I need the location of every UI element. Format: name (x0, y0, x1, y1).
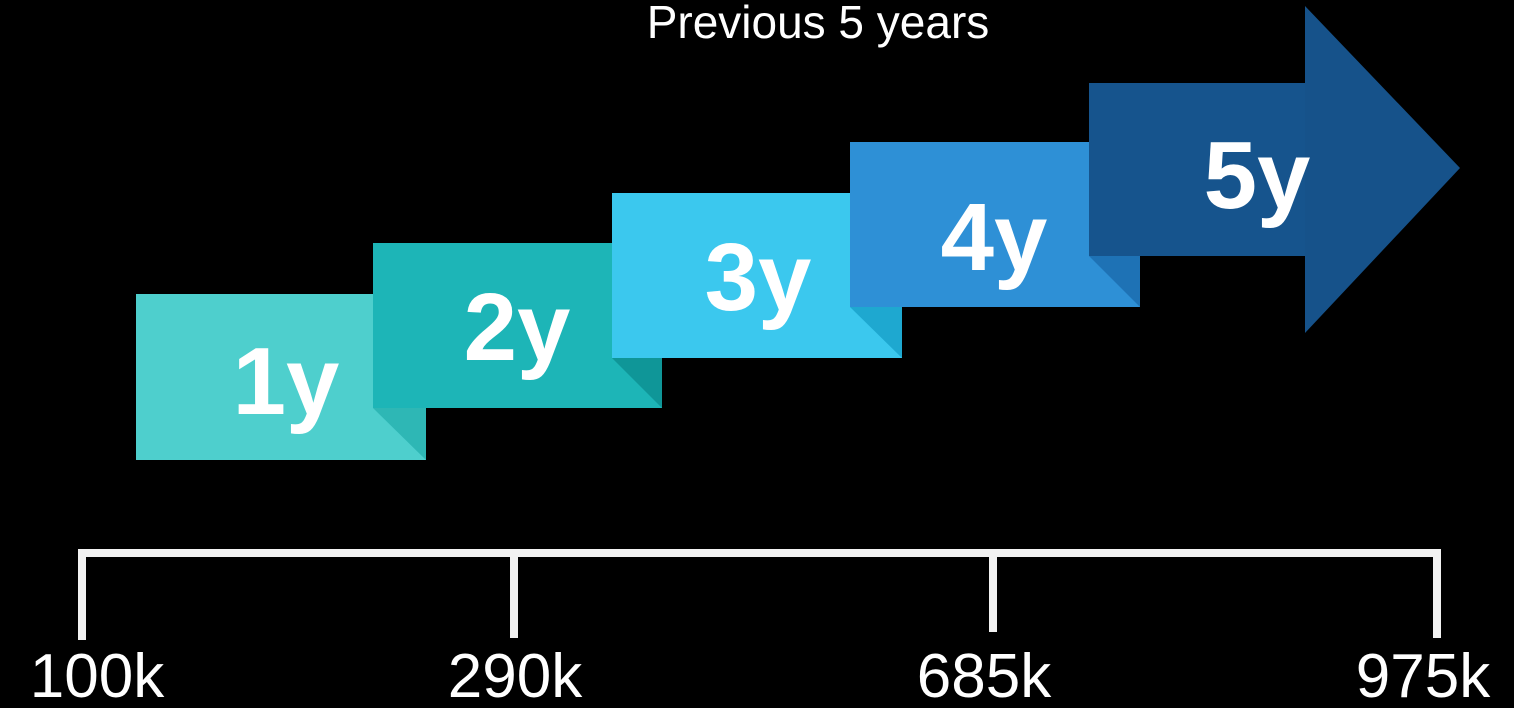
diagram-title: Previous 5 years (647, 0, 990, 48)
step-2y-label: 2y (464, 274, 571, 381)
step-5y: 5y (1089, 6, 1460, 333)
tick-label-4: 975k (1356, 642, 1491, 708)
tick-label-2: 290k (448, 642, 583, 708)
step-3y-label: 3y (705, 224, 812, 331)
tick-label-1: 100k (30, 642, 165, 708)
value-scale: 100k 290k 685k 975k (30, 549, 1491, 708)
step-1y-fold (373, 408, 426, 460)
step-4y-label: 4y (941, 184, 1048, 291)
step-5y-label: 5y (1204, 122, 1311, 229)
step-1y-label: 1y (233, 328, 340, 435)
step-4y-fold (1089, 256, 1140, 307)
step-3y-fold (850, 307, 902, 358)
tick-label-3: 685k (917, 642, 1052, 708)
step-5y-arrow-shade (1089, 83, 1305, 256)
step-2y-fold (612, 358, 662, 408)
